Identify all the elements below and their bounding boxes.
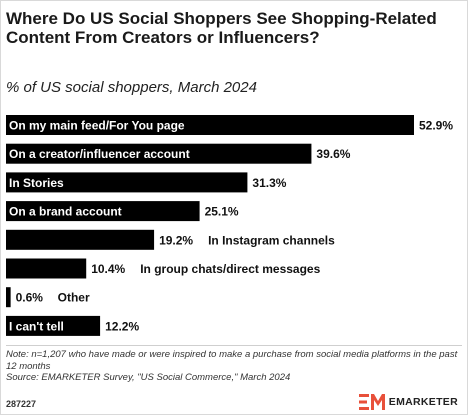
value-label: 25.1% — [205, 205, 239, 219]
bar — [6, 258, 87, 279]
value-label: 19.2% — [159, 233, 193, 247]
bar — [6, 115, 414, 135]
chart-notes: Note: n=1,207 who have made or were insp… — [6, 349, 461, 384]
bar — [6, 172, 248, 193]
bar — [6, 143, 312, 164]
value-label: 39.6% — [316, 147, 350, 161]
bar — [6, 201, 200, 222]
value-label: 0.6% — [16, 291, 44, 305]
bar — [6, 287, 11, 308]
chart-subtitle: % of US social shoppers, March 2024 — [6, 79, 257, 96]
value-label: 10.4% — [91, 262, 125, 276]
bar — [6, 229, 155, 250]
category-label: Other — [58, 291, 90, 305]
emarketer-logo: EMARKETER — [358, 394, 458, 410]
value-label: 12.2% — [105, 319, 139, 333]
category-label: In Stories — [9, 176, 64, 190]
value-label: 52.9% — [419, 119, 453, 133]
bar — [6, 315, 101, 336]
brand-name: EMARKETER — [388, 396, 458, 408]
category-label: On a creator/influencer account — [9, 147, 190, 161]
category-label: I can't tell — [9, 319, 64, 333]
category-label: On my main feed/For You page — [9, 119, 185, 133]
chart-id: 287227 — [6, 399, 37, 409]
value-label: 31.3% — [252, 176, 286, 190]
source-text: Source: EMARKETER Survey, "US Social Com… — [6, 372, 291, 383]
category-label: On a brand account — [9, 205, 122, 219]
category-label: In group chats/direct messages — [140, 262, 320, 276]
emarketer-logo-icon — [358, 394, 385, 410]
note-text: Note: n=1,207 who have made or were insp… — [6, 349, 458, 372]
chart-title: Where Do US Social Shoppers See Shopping… — [6, 9, 437, 47]
footer-divider — [6, 345, 462, 346]
category-label: In Instagram channels — [208, 233, 335, 247]
bar-chart: 52.9% On my main feed/For You page 39.6% On… — [6, 115, 453, 336]
